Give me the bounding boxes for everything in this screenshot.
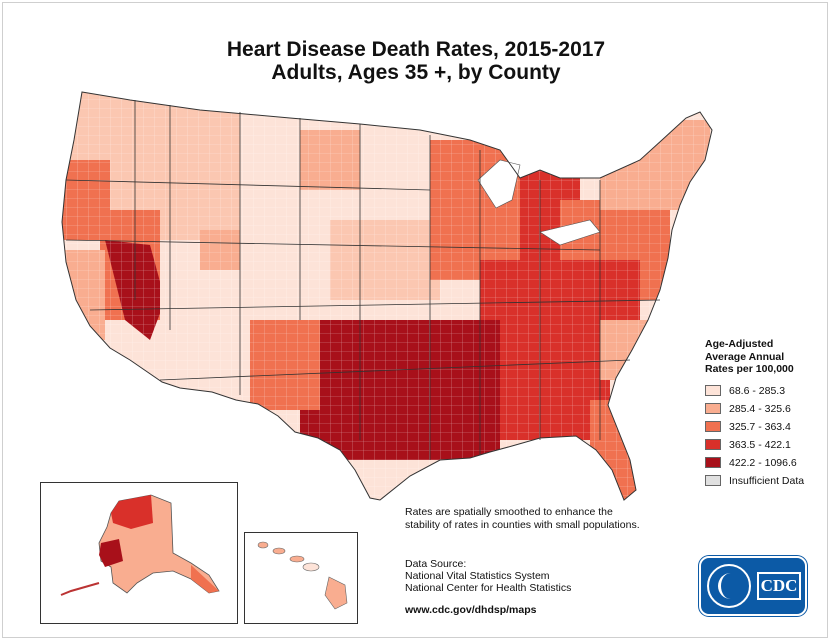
data-source-line-1: National Vital Statistics System — [405, 570, 550, 582]
legend-label: 325.7 - 363.4 — [729, 420, 791, 433]
source-url[interactable]: www.cdc.gov/dhdsp/maps — [405, 604, 537, 616]
legend-swatch — [705, 475, 721, 486]
map-title-line-1: Heart Disease Death Rates, 2015-2017 — [226, 38, 606, 61]
conus-border — [61, 91, 713, 501]
legend-item: 68.6 - 285.3 — [705, 382, 823, 400]
hawaii-inset — [244, 532, 358, 624]
legend-swatch — [705, 457, 721, 468]
legend-item: 363.5 - 422.1 — [705, 436, 823, 454]
data-source-line-2: National Center for Health Statistics — [405, 582, 572, 594]
legend-swatch — [705, 439, 721, 450]
legend-label: 363.5 - 422.1 — [729, 438, 791, 451]
data-source-heading: Data Source: — [405, 558, 467, 570]
cdc-logo-text: CDC — [757, 572, 801, 600]
alaska-inset — [40, 482, 238, 624]
legend-title: Age-Adjusted Average Annual Rates per 10… — [705, 338, 823, 376]
alaska-map — [60, 494, 220, 596]
legend-item: Insufficient Data — [705, 472, 823, 490]
legend-title-line-3: Rates per 100,000 — [705, 363, 794, 375]
legend-item: 422.2 - 1096.6 — [705, 454, 823, 472]
legend-title-line-2: Average Annual — [705, 350, 785, 363]
great-lakes-michigan — [477, 159, 521, 209]
legend-label: 285.4 - 325.6 — [729, 402, 791, 415]
map-title-line-2: Adults, Ages 35 +, by County — [271, 61, 561, 84]
state-borders — [65, 100, 661, 460]
legend-swatch — [705, 385, 721, 396]
map-title: Heart Disease Death Rates, 2015-2017 Adu… — [0, 38, 832, 84]
hawaii-map — [257, 541, 348, 610]
hhs-seal-icon — [707, 564, 751, 608]
cdc-logo: CDC — [699, 556, 807, 616]
data-source: Data Source: National Vital Statistics S… — [405, 558, 645, 594]
legend-label: 422.2 - 1096.6 — [729, 456, 797, 469]
legend-item: 285.4 - 325.6 — [705, 400, 823, 418]
map-legend: Age-Adjusted Average Annual Rates per 10… — [705, 338, 823, 490]
legend-swatch — [705, 421, 721, 432]
legend-label: Insufficient Data — [729, 474, 805, 487]
legend-label: 68.6 - 285.3 — [729, 384, 786, 397]
legend-title-line-1: Age-Adjusted — [705, 338, 774, 350]
smoothing-note: Rates are spatially smoothed to enhance … — [405, 506, 640, 531]
legend-swatch — [705, 403, 721, 414]
legend-item: 325.7 - 363.4 — [705, 418, 823, 436]
